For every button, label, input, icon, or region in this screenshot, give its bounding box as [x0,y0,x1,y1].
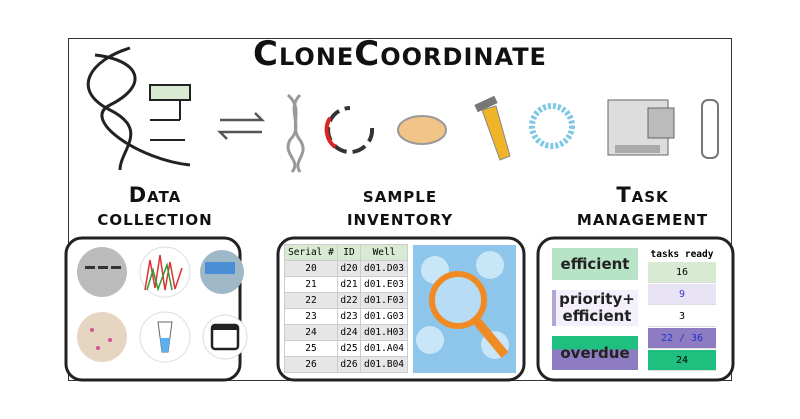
section-heading: Task management [576,183,709,230]
table-cell: 26 [284,356,338,373]
task-count: 24 [648,350,716,371]
header-cell: ID [336,244,362,261]
data-icons [77,246,248,363]
table-cell: d01.H03 [360,324,408,341]
dna-icon [86,46,191,171]
tube [474,95,511,161]
empty-tube [701,99,719,159]
table-cell: d20 [336,260,362,277]
tube-photo [413,245,516,373]
table-row: 24 d24 d01.H03 [284,324,408,341]
section-heading: sample inventory [346,183,454,230]
table-cell: 23 [284,308,338,325]
table-cell: d01.E03 [360,276,408,293]
inventory-table: Serial # ID Well 20 d20 d01.D03 21 d21 d01.E03 22… [284,244,408,373]
table-row: 25 d25 d01.A04 [284,340,408,357]
tasks-header: tasks ready [650,249,714,260]
header-cell: Well [360,244,408,261]
small-dna [286,93,305,173]
petri-dish [397,115,447,145]
task-count: 22 / 36 [648,328,716,349]
table-row: 20 d20 d01.D03 [284,260,408,277]
table-cell: 25 [284,340,338,357]
table-cell: d01.B04 [360,356,408,373]
table-cell: d01.D03 [360,260,408,277]
table-cell: 24 [284,324,338,341]
table-cell: 22 [284,292,338,309]
table-cell: d01.F03 [360,292,408,309]
table-cell: 21 [284,276,338,293]
table-cell: d23 [336,308,362,325]
plasmid [324,106,375,154]
table-cell: d24 [336,324,362,341]
header-row: Serial # ID Well [284,244,408,261]
table-cell: d01.G03 [360,308,408,325]
equilibrium-arrows [216,112,266,140]
table-cell: d26 [336,356,362,373]
table-row: 23 d23 d01.G03 [284,308,408,325]
circular-dna [529,103,575,149]
table-cell: 20 [284,260,338,277]
table-cell: d21 [336,276,362,293]
table-row: 26 d26 d01.B04 [284,356,408,373]
header-cell: Serial # [284,244,338,261]
title: CloneCoordinate [253,34,547,74]
table-cell: d25 [336,340,362,357]
instrument [607,99,675,156]
section-heading: Data collection [97,183,213,230]
task-count: 9 [648,284,716,305]
table-cell: d01.A04 [360,340,408,357]
task-count: 3 [648,306,716,327]
task-category: overdue [552,336,638,370]
task-count: 16 [648,262,716,283]
table-row: 21 d21 d01.E03 [284,276,408,293]
table-cell: d22 [336,292,362,309]
task-category: efficient [552,248,638,280]
task-category: priority+ efficient [552,290,638,326]
table-row: 22 d22 d01.F03 [284,292,408,309]
